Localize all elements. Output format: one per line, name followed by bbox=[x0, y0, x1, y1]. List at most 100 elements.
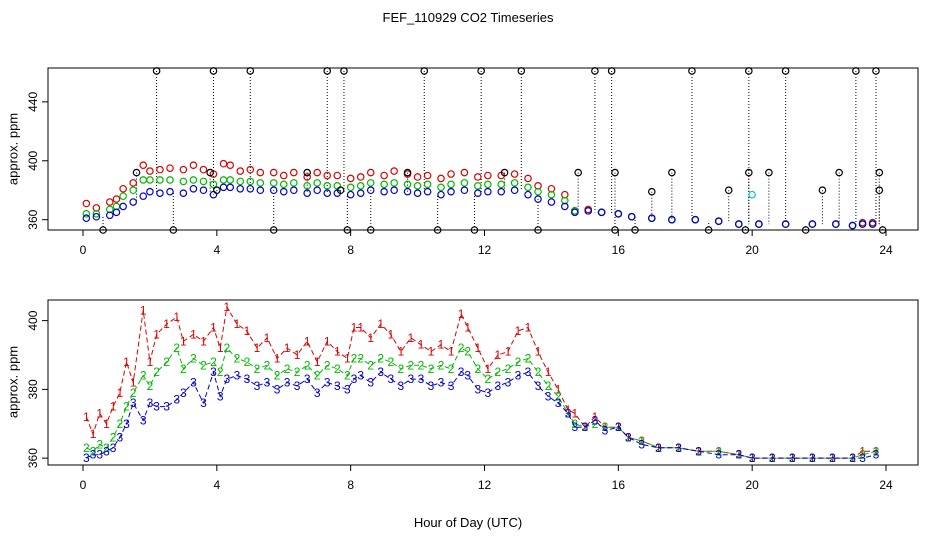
series-1-marker: 1 bbox=[505, 345, 512, 359]
series-2-marker: 2 bbox=[264, 358, 271, 372]
series-1-point bbox=[510, 170, 519, 178]
x-tick-label: 24 bbox=[879, 243, 893, 257]
series-1-marker: 1 bbox=[147, 355, 154, 369]
series-3-marker: 3 bbox=[464, 369, 471, 383]
series-1-marker: 1 bbox=[377, 317, 384, 331]
series-2-marker: 2 bbox=[474, 362, 481, 376]
series-3-point bbox=[668, 215, 676, 224]
series-3-point bbox=[279, 187, 288, 196]
x-tick-label: 24 bbox=[879, 478, 893, 492]
series-3-marker: 3 bbox=[83, 451, 90, 465]
series-1-marker: 1 bbox=[173, 310, 180, 324]
series-2-marker: 2 bbox=[377, 351, 384, 365]
series-3-marker: 3 bbox=[695, 444, 702, 458]
series-3-point bbox=[691, 215, 700, 224]
series-2-marker: 2 bbox=[695, 444, 702, 458]
series-2-marker: 2 bbox=[284, 362, 291, 376]
series-3-point bbox=[129, 198, 137, 206]
series-3-point bbox=[166, 187, 174, 196]
series-outlier-point bbox=[878, 226, 887, 234]
series-outlier-point bbox=[420, 67, 429, 75]
x-tick-label: 8 bbox=[347, 478, 354, 492]
series-3-marker: 3 bbox=[130, 396, 137, 410]
series-2-marker: 2 bbox=[749, 451, 756, 465]
series-outlier-point bbox=[209, 67, 218, 75]
series-3-marker: 3 bbox=[592, 413, 599, 427]
series-3-point bbox=[199, 186, 208, 195]
series-3-marker: 3 bbox=[103, 444, 110, 458]
series-3-point bbox=[413, 189, 422, 197]
series-1-marker: 1 bbox=[210, 321, 217, 335]
series-3-marker: 3 bbox=[829, 451, 836, 465]
series-outlier-point bbox=[875, 186, 884, 195]
series-2-marker: 2 bbox=[428, 362, 435, 376]
series-2-point bbox=[179, 177, 188, 186]
series-outlier-point bbox=[269, 226, 278, 234]
series-1-marker: 1 bbox=[357, 321, 364, 335]
series-outlier-point bbox=[517, 67, 526, 75]
series-3-marker: 3 bbox=[535, 379, 542, 393]
series-1-marker: 1 bbox=[123, 355, 130, 369]
y-axis-label: approx. ppm bbox=[5, 346, 20, 418]
series-2-marker: 2 bbox=[398, 362, 405, 376]
series-2-marker: 2 bbox=[625, 431, 632, 445]
series-3-marker: 3 bbox=[859, 451, 866, 465]
x-axis-label: Hour of Day (UTC) bbox=[414, 515, 522, 530]
series-2-point bbox=[236, 177, 245, 186]
series-1-point bbox=[390, 167, 398, 175]
series-outlier-point bbox=[403, 168, 412, 177]
series-3-marker: 3 bbox=[351, 372, 358, 386]
y-tick-label: 400 bbox=[26, 150, 40, 170]
series-3-point bbox=[289, 186, 298, 195]
series-2-marker: 2 bbox=[334, 362, 341, 376]
series-3-point bbox=[627, 212, 636, 221]
series-3-point bbox=[614, 210, 623, 218]
series-1-marker: 1 bbox=[130, 376, 137, 390]
series-1-marker: 1 bbox=[234, 317, 241, 331]
series-3-point bbox=[524, 190, 532, 199]
series-2-point bbox=[423, 180, 432, 189]
series-outlier-point bbox=[477, 67, 485, 75]
series-1-marker: 1 bbox=[294, 348, 301, 362]
series-3-point bbox=[303, 189, 311, 197]
series-3-point bbox=[497, 187, 506, 196]
series-extra-point bbox=[748, 190, 756, 199]
series-1-marker: 1 bbox=[565, 403, 572, 417]
series-2-marker: 2 bbox=[829, 451, 836, 465]
series-3-marker: 3 bbox=[254, 379, 261, 393]
series-2-point bbox=[390, 179, 398, 187]
series-2-marker: 2 bbox=[234, 351, 241, 365]
series-1-point bbox=[356, 173, 365, 181]
plot-frame bbox=[47, 299, 919, 466]
series-3-marker: 3 bbox=[515, 369, 522, 383]
series-1-marker: 1 bbox=[244, 324, 251, 338]
x-tick-label: 20 bbox=[745, 478, 759, 492]
series-1-marker: 1 bbox=[274, 351, 281, 365]
series-1-point bbox=[199, 165, 208, 174]
series-1-marker: 1 bbox=[438, 338, 445, 352]
y-axis-label: approx. ppm bbox=[5, 113, 20, 185]
series-2-point bbox=[82, 210, 91, 218]
series-1-marker: 1 bbox=[515, 324, 522, 338]
series-3-point bbox=[346, 190, 355, 199]
x-tick-label: 4 bbox=[213, 243, 220, 257]
series-2-marker: 2 bbox=[163, 355, 170, 369]
series-2-point bbox=[119, 192, 127, 200]
series-1-point bbox=[474, 173, 482, 181]
series-2-marker: 2 bbox=[244, 355, 251, 369]
series-outlier-point bbox=[340, 67, 348, 75]
series-2-marker: 2 bbox=[153, 365, 160, 379]
series-3-marker: 3 bbox=[123, 417, 130, 431]
series-1-marker: 1 bbox=[592, 410, 599, 424]
series-1-marker: 1 bbox=[224, 300, 231, 314]
series-1-marker: 1 bbox=[602, 420, 609, 434]
series-3-point bbox=[534, 195, 542, 203]
series-3-point bbox=[848, 221, 857, 230]
series-1-marker: 1 bbox=[474, 341, 481, 355]
series-1-marker: 1 bbox=[555, 382, 562, 396]
series-outlier-point bbox=[818, 186, 827, 195]
series-3-marker: 3 bbox=[625, 431, 632, 445]
series-2-line bbox=[86, 347, 877, 459]
series-2-point bbox=[209, 180, 218, 189]
